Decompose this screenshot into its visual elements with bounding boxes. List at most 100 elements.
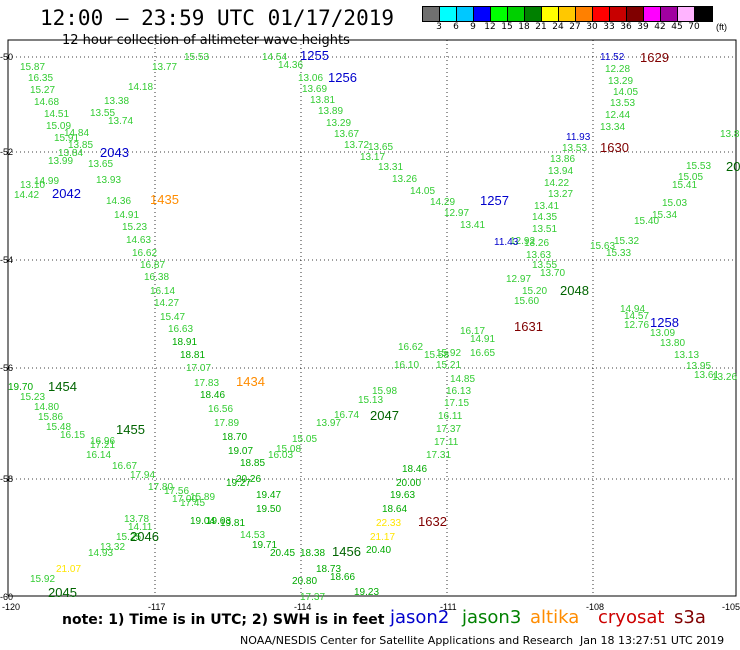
swh-value: 13.41 (534, 201, 559, 212)
legend-altika: altika (530, 607, 580, 628)
swh-value: 16.96 (90, 436, 115, 447)
swh-value: 15.86 (38, 412, 63, 423)
swh-value: 17.56 (164, 486, 189, 497)
swh-value: 15.92 (30, 574, 55, 585)
swh-value: 17.89 (214, 418, 239, 429)
swh-value: 15.25 (116, 532, 141, 543)
swh-value: 18.46 (402, 464, 427, 475)
swh-value: 13.63 (526, 250, 551, 261)
swh-value: 15.05 (678, 172, 703, 183)
swh-value: 18.81 (180, 350, 205, 361)
colorbar-swatch (644, 7, 661, 21)
colorbar (422, 6, 713, 22)
colorbar-tick-label: 24 (552, 22, 564, 32)
swh-value: 15.20 (522, 286, 547, 297)
track-values: 15.53 14.5414.3615.8716.3515.2714.6814.51… (0, 0, 740, 603)
swh-value: 18.85 (240, 458, 265, 469)
colorbar-tick-label: 45 (671, 22, 683, 32)
swh-value: 17.11 (434, 437, 459, 448)
swh-value: 15.27 (30, 85, 55, 96)
colorbar-labels: 3 6 9 12 15 18 21 24 27 30 33 36 39 42 45 70 (422, 22, 740, 34)
swh-value: 16.11 (438, 411, 463, 422)
track-id-label: 1454 (48, 379, 77, 394)
colorbar-swatch (542, 7, 559, 21)
track-id-label: 2048 (560, 283, 589, 298)
swh-value: 13.65 (88, 159, 113, 170)
swh-value: 19.50 (256, 504, 281, 515)
colorbar-swatch (695, 7, 712, 21)
swh-value: 15.13 (358, 395, 383, 406)
swh-value: 12.97 (506, 274, 531, 285)
swh-value: 16.35 (28, 73, 53, 84)
colorbar-swatch (576, 7, 593, 21)
swh-value: 16.15 (60, 430, 85, 441)
swh-value: 15.32 (614, 236, 639, 247)
swh-value: 18.46 (200, 390, 225, 401)
track-id-label: 1455 (116, 422, 145, 437)
swh-value: 13.78 (124, 514, 149, 525)
swh-value: 12.28 (605, 64, 630, 75)
swh-value: 13.94 (548, 166, 573, 177)
swh-value: 18.70 (222, 432, 247, 443)
swh-value: 19.81 (220, 518, 245, 529)
swh-value: 15.60 (514, 296, 539, 307)
swh-value: 14.94 (620, 304, 645, 315)
track-id-label: 1255 (300, 48, 329, 63)
swh-value: 14.04 (0, 0, 25, 3)
swh-value: 13.29 (608, 76, 633, 87)
track-id-label: 1631 (514, 319, 543, 334)
swh-value: 15.53 (686, 161, 711, 172)
swh-value: 13.61 (694, 370, 719, 381)
swh-value: 13.26 (712, 372, 737, 383)
swh-value: 13.93 (96, 175, 121, 186)
swh-value: 14.57 (624, 311, 649, 322)
swh-value: 13.31 (378, 162, 403, 173)
colorbar-swatch (457, 7, 474, 21)
swh-value: 15.53 (184, 52, 209, 63)
swh-value: 14.29 (430, 197, 455, 208)
swh-value: 15.91 (54, 133, 79, 144)
lon-tick-label: -105 (722, 602, 740, 610)
colorbar-tick-label: 3 (436, 22, 442, 32)
swh-value: 12.44 (605, 110, 630, 121)
swh-value: 13.84 (58, 148, 83, 159)
swh-value: 14.54 (262, 52, 287, 63)
swh-value: 13.17 (360, 152, 385, 163)
swh-value: 19.70 (8, 382, 33, 393)
swh-value: 15.89 (190, 492, 215, 503)
swh-value: 15.08 (276, 444, 301, 455)
swh-value: 19.07 (228, 446, 253, 457)
swh-value: 14.36 (106, 196, 131, 207)
swh-value: 13.95 (686, 361, 711, 372)
track-id-label: 1257 (480, 193, 509, 208)
swh-value: 17.94 (130, 470, 155, 481)
swh-value: 14.35 (532, 212, 557, 223)
swh-value: 13.06 (298, 73, 323, 84)
track-id-label: 1632 (418, 514, 447, 529)
swh-value: 15.33 (606, 248, 631, 259)
swh-value: 16.67 (112, 461, 137, 472)
swh-value: 19.23 (354, 587, 379, 598)
swh-value: 13.53 (562, 143, 587, 154)
swh-value: 13.26 (524, 238, 549, 249)
swh-value: 14.68 (34, 97, 59, 108)
swh-value: 16.14 (86, 450, 111, 461)
lat-tick-label: -58 (0, 474, 13, 484)
swh-value: 19.04 (190, 516, 215, 527)
swh-value: 14.18 (128, 82, 153, 93)
swh-value: 20.45 (270, 548, 295, 559)
colorbar-tick-label: 9 (470, 22, 476, 32)
colorbar-swatch (593, 7, 610, 21)
track-id-label: 1435 (150, 192, 179, 207)
swh-value: 13.67 (334, 129, 359, 140)
swh-value: 16.03 (268, 450, 293, 461)
swh-value: 20.40 (366, 545, 391, 556)
swh-value: 15.23 (122, 222, 147, 233)
swh-value: 20.00 (396, 478, 421, 489)
colorbar-swatch (508, 7, 525, 21)
swh-value: 16.13 (446, 386, 471, 397)
swh-value: 19.63 (390, 490, 415, 501)
colorbar-swatch (678, 7, 695, 21)
track-id-label: 2047 (370, 408, 399, 423)
credit-line: NOAA/NESDIS Center for Satellite Applica… (240, 634, 574, 647)
